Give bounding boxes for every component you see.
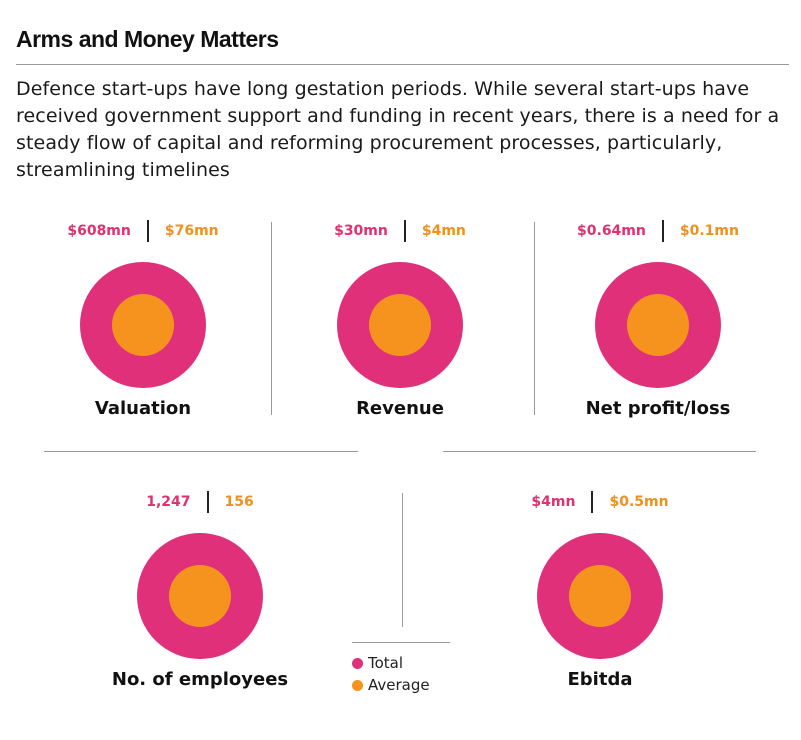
average-value-label: $76mn	[164, 223, 219, 239]
average-value-label: $0.5mn	[609, 494, 669, 510]
divider-vertical-3	[402, 493, 403, 627]
average-circle	[569, 565, 631, 627]
legend-average-label: Average	[368, 676, 430, 694]
metric-employees: 1,247 156 No. of employees	[100, 486, 300, 698]
metric-valuation: $608mn $76mn Valuation	[43, 215, 243, 425]
metric-label: No. of employees	[111, 669, 289, 690]
metric-revenue: $30mn $4mn Revenue	[300, 215, 500, 425]
legend-divider	[352, 642, 450, 643]
metric-values: 1,247 156	[100, 489, 300, 515]
metric-ebitda: $4mn $0.5mn Ebitda	[500, 486, 700, 698]
average-value-label: $0.1mn	[679, 223, 739, 239]
metric-values: $30mn $4mn	[300, 218, 500, 244]
legend-item-total: Total	[352, 652, 430, 674]
average-dot-icon	[352, 679, 363, 691]
average-circle	[627, 294, 689, 356]
total-dot-icon	[352, 657, 363, 669]
value-separator	[403, 220, 406, 242]
divider-vertical-1	[271, 222, 272, 415]
metric-label: Ebitda	[567, 669, 633, 690]
divider-vertical-2	[534, 222, 535, 415]
average-circle	[169, 565, 231, 627]
value-separator	[206, 491, 209, 513]
total-value-label: $4mn	[531, 494, 576, 510]
title-divider	[16, 64, 789, 65]
value-separator	[146, 220, 149, 242]
legend-total-label: Total	[368, 654, 404, 672]
metric-label: Net profit/loss	[585, 398, 731, 419]
value-separator	[661, 220, 664, 242]
metric-label: Valuation	[94, 398, 192, 419]
average-circle	[369, 294, 431, 356]
value-separator	[591, 491, 594, 513]
chart-title: Arms and Money Matters	[16, 26, 279, 52]
metric-net-profit-loss: $0.64mn $0.1mn Net profit/loss	[558, 215, 758, 425]
average-value-label: 156	[224, 494, 254, 510]
metric-label: Revenue	[356, 398, 444, 419]
divider-horizontal-left	[44, 451, 358, 452]
total-value-label: $30mn	[334, 223, 388, 239]
metric-values: $4mn $0.5mn	[500, 489, 700, 515]
average-value-label: $4mn	[421, 223, 466, 239]
chart-subtitle: Defence start-ups have long gestation pe…	[16, 78, 780, 181]
metric-values: $0.64mn $0.1mn	[558, 218, 758, 244]
legend-item-average: Average	[352, 674, 430, 696]
total-value-label: $608mn	[67, 223, 131, 239]
total-value-label: $0.64mn	[577, 223, 646, 239]
total-value-label: 1,247	[146, 494, 191, 510]
divider-horizontal-right	[443, 451, 756, 452]
legend: Total Average	[352, 652, 430, 696]
average-circle	[112, 294, 174, 356]
metric-values: $608mn $76mn	[43, 218, 243, 244]
